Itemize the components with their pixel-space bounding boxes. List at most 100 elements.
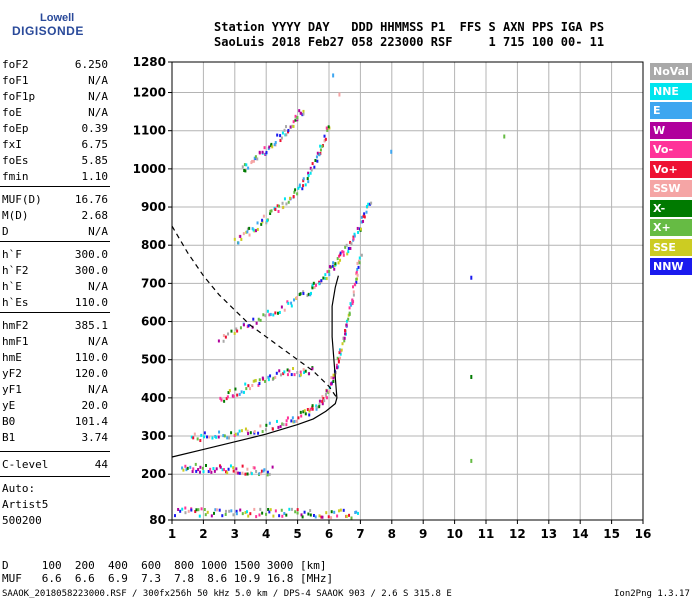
echo-point bbox=[235, 512, 238, 516]
echo-point bbox=[318, 405, 321, 409]
echo-point bbox=[246, 429, 249, 433]
echo-point bbox=[268, 421, 271, 425]
echo-point bbox=[311, 404, 314, 408]
echo-point bbox=[328, 273, 331, 277]
echo-point bbox=[256, 227, 259, 231]
echo-point bbox=[351, 298, 354, 302]
echo-point bbox=[356, 226, 359, 230]
echo-point bbox=[325, 511, 328, 515]
echo-point bbox=[308, 409, 311, 413]
echo-point bbox=[311, 405, 314, 409]
echo-point bbox=[202, 470, 205, 474]
echo-point bbox=[324, 273, 327, 277]
param-row: foEp 0.39 bbox=[2, 122, 108, 136]
echo-point bbox=[234, 387, 237, 391]
echo-point bbox=[324, 394, 327, 398]
param-value: 5.85 bbox=[81, 154, 109, 167]
echo-point bbox=[223, 434, 226, 438]
echo-point bbox=[316, 405, 319, 409]
echo-point bbox=[333, 510, 336, 514]
y-tick-label: 1000 bbox=[133, 162, 166, 176]
echo-point bbox=[356, 261, 359, 265]
echo-point bbox=[255, 229, 258, 233]
echo-point bbox=[227, 332, 230, 336]
echo-point bbox=[235, 471, 238, 475]
echo-point bbox=[285, 125, 288, 129]
echo-point bbox=[222, 434, 225, 438]
echo-point bbox=[271, 145, 274, 149]
echo-point bbox=[184, 511, 187, 515]
echo-point bbox=[269, 508, 272, 512]
echo-point bbox=[352, 237, 355, 241]
param-row: h`Es 110.0 bbox=[2, 296, 108, 310]
echo-point bbox=[265, 150, 268, 154]
echo-point bbox=[281, 131, 284, 135]
echo-point bbox=[268, 145, 271, 149]
echo-point bbox=[341, 250, 344, 254]
divider bbox=[0, 312, 110, 313]
param-row: foF1 N/A bbox=[2, 74, 108, 88]
echo-point bbox=[357, 230, 360, 234]
echo-point bbox=[358, 261, 361, 265]
echo-point bbox=[292, 367, 295, 371]
param-label: hmF1 bbox=[2, 335, 29, 348]
param-label: B0 bbox=[2, 415, 16, 428]
echo-point bbox=[243, 169, 246, 173]
param-label: yF1 bbox=[2, 383, 22, 396]
footer-distance: D 100 200 400 600 800 1000 1500 3000 [km… bbox=[2, 559, 327, 572]
param-value: N/A bbox=[88, 383, 108, 396]
echo-point bbox=[299, 292, 302, 296]
echo-point bbox=[248, 226, 251, 230]
param-label: M(D) bbox=[2, 209, 29, 222]
echo-point bbox=[226, 471, 229, 475]
echo-point bbox=[256, 221, 259, 225]
echo-point bbox=[242, 323, 245, 327]
echo-point bbox=[345, 323, 348, 327]
param-row: fmin 1.10 bbox=[2, 170, 108, 184]
param-row: M(D) 2.68 bbox=[2, 209, 108, 223]
echo-point bbox=[267, 378, 270, 382]
echo-point bbox=[246, 467, 249, 471]
echo-point bbox=[299, 111, 302, 115]
echo-point bbox=[274, 509, 277, 513]
echo-point bbox=[349, 240, 352, 244]
echo-point bbox=[288, 196, 291, 200]
echo-point bbox=[279, 134, 282, 138]
density-profile-dashed bbox=[171, 225, 338, 399]
echo-point bbox=[281, 201, 284, 205]
echo-point bbox=[192, 436, 195, 440]
divider bbox=[0, 476, 110, 477]
echo-point bbox=[206, 510, 209, 514]
legend-item: NNE bbox=[650, 82, 692, 100]
echo-point bbox=[244, 169, 247, 173]
y-tick-label: 900 bbox=[141, 200, 166, 214]
echo-point bbox=[236, 393, 239, 397]
echo-point bbox=[304, 412, 307, 416]
param-label: B1 bbox=[2, 431, 16, 444]
param-row: foE N/A bbox=[2, 106, 108, 120]
echo-point bbox=[302, 112, 305, 116]
echo-point bbox=[261, 430, 264, 434]
echo-point bbox=[346, 252, 349, 256]
echo-point bbox=[309, 407, 312, 411]
echo-point bbox=[226, 436, 229, 440]
echo-point bbox=[347, 317, 350, 321]
echo-point bbox=[337, 358, 340, 362]
echo-point bbox=[285, 423, 288, 427]
echo-point bbox=[261, 150, 264, 154]
echo-point bbox=[362, 214, 365, 218]
echo-point bbox=[293, 420, 296, 424]
y-tick-label: 80 bbox=[149, 513, 166, 527]
echo-point bbox=[334, 262, 337, 266]
echo-point bbox=[339, 508, 342, 512]
echo-point bbox=[332, 73, 335, 78]
param-label: fmin bbox=[2, 170, 29, 183]
echo-point bbox=[229, 464, 232, 468]
echo-point bbox=[298, 374, 301, 378]
echo-point bbox=[238, 392, 241, 396]
param-row: foF2 6.250 bbox=[2, 58, 108, 72]
echo-point bbox=[344, 332, 347, 336]
echo-point bbox=[282, 372, 285, 376]
echo-point bbox=[273, 143, 276, 147]
echo-point bbox=[252, 317, 255, 321]
